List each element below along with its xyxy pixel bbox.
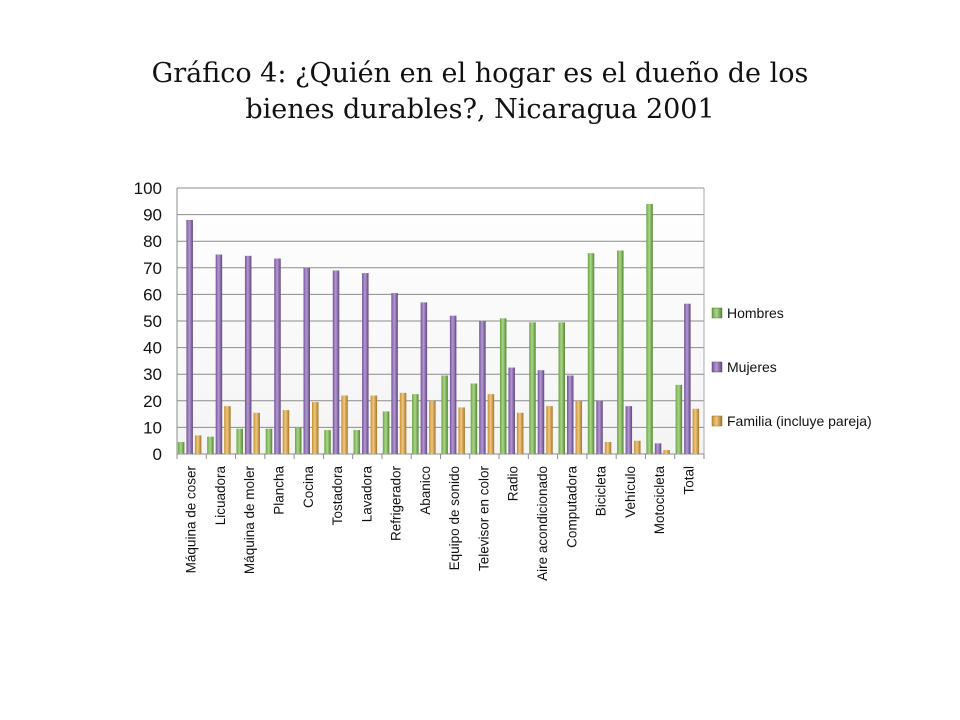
bar-familia-0 [194,435,202,454]
bar-mujeres-8 [420,302,428,454]
chart-title-line-2: bienes durables?, Nicaragua 2001 [245,94,715,125]
x-tick-label: Total [681,466,696,495]
x-tick-label: Aire acondicionado [535,466,550,581]
bar-familia-5 [341,395,348,454]
bar-familia-4 [312,402,319,454]
x-tick-label: Licuadora [213,466,228,526]
bar-familia-11 [516,412,524,454]
legend-swatch [711,361,723,373]
bar-familia-3 [282,410,290,454]
bar-familia-9 [458,407,465,454]
x-tick-label: Máquina de moler [242,465,257,574]
chart-title: Gráfico 4: ¿Quién en el hogar es el dueñ… [60,56,900,128]
legend-swatch [711,307,723,319]
y-tick-label: 100 [134,179,162,198]
bars [177,203,700,454]
bar-mujeres-17 [684,303,691,454]
bar-mujeres-15 [625,406,633,454]
bar-mujeres-3 [274,258,281,454]
bar-hombres-10 [470,383,478,454]
bar-familia-17 [692,408,700,454]
bar-mujeres-2 [244,255,252,454]
y-tick-label: 40 [143,339,162,358]
bar-hombres-3 [265,428,273,454]
y-tick-label: 0 [153,445,162,464]
x-tick-label: Bicicleta [594,466,609,517]
bar-mujeres-11 [508,367,515,454]
bar-mujeres-16 [654,443,662,454]
chart-title-line-1: Gráfico 4: ¿Quién en el hogar es el dueñ… [151,58,809,89]
legend-label: Mujeres [727,359,777,375]
x-tick-label: Refrigerador [389,466,404,542]
bar-familia-15 [634,440,641,454]
bar-hombres-11 [499,318,507,454]
x-tick-label: Televisor en color [476,465,491,571]
bar-hombres-13 [558,322,565,454]
bar-familia-8 [429,400,436,454]
bar-hombres-7 [382,411,390,454]
bar-familia-14 [604,442,612,454]
y-tick-label: 70 [143,259,162,278]
legend-swatch [711,415,723,427]
x-tick-label: Equipo de sonido [447,466,462,570]
bar-hombres-14 [587,253,595,454]
bar-familia-2 [253,412,260,454]
bar-hombres-0 [177,442,185,454]
x-tick-label: Máquina de coser [184,466,199,574]
bar-mujeres-0 [186,219,193,454]
bar-hombres-15 [617,250,624,454]
bar-mujeres-9 [449,315,457,454]
bar-familia-13 [575,400,582,454]
axes [176,188,705,459]
x-tick-label: Plancha [272,466,287,515]
x-tick-label: Lavadora [359,466,374,523]
x-tick-labels: Máquina de coser Licuadora Máquina de mole… [184,465,697,580]
bar-hombres-1 [207,436,214,454]
y-tick-label: 30 [143,365,162,384]
y-tick-label: 80 [143,232,162,251]
x-tick-label: Radio [506,466,521,501]
x-tick-label: Abanico [418,466,433,515]
y-tick-label: 10 [143,418,162,437]
x-tick-label: Cocina [301,466,316,509]
y-tick-label: 90 [143,206,162,225]
y-tick-label: 50 [143,312,162,331]
bar-familia-10 [487,394,495,454]
bar-mujeres-4 [303,267,310,454]
bar-mujeres-7 [391,293,398,454]
legend-label: Hombres [727,305,784,321]
x-tick-label: Vehículo [623,466,638,518]
legend: Hombres Mujeres Familia (incluye pareja) [711,305,872,429]
bar-familia-7 [399,392,407,454]
bar-familia-6 [370,395,378,454]
bar-hombres-2 [236,428,243,454]
bar-familia-12 [546,406,553,454]
bar-hombres-4 [295,427,302,454]
bar-hombres-8 [412,394,419,454]
y-tick-label: 60 [143,285,162,304]
bar-hombres-9 [441,375,448,454]
bar-mujeres-5 [332,270,340,454]
bar-hombres-17 [675,384,683,454]
bar-hombres-16 [646,203,653,454]
x-tick-label: Motocicleta [652,466,667,535]
bar-mujeres-14 [596,400,603,454]
y-tick-labels: 0 10 20 30 40 50 60 70 80 90 100 [134,179,162,464]
gridlines [177,187,704,455]
bar-mujeres-13 [567,375,574,454]
bar-mujeres-10 [479,321,486,454]
bar-hombres-6 [353,430,361,454]
bar-familia-1 [224,406,231,454]
x-tick-label: Tostadora [330,466,345,526]
bar-hombres-5 [324,430,331,454]
bar-mujeres-12 [537,370,545,454]
bar-hombres-12 [529,322,536,454]
legend-label: Familia (incluye pareja) [727,413,872,429]
x-tick-label: Computadora [564,466,579,548]
bar-mujeres-1 [215,254,223,454]
bar-mujeres-6 [362,273,369,454]
bar-familia-16 [663,450,670,454]
y-tick-label: 20 [143,392,162,411]
